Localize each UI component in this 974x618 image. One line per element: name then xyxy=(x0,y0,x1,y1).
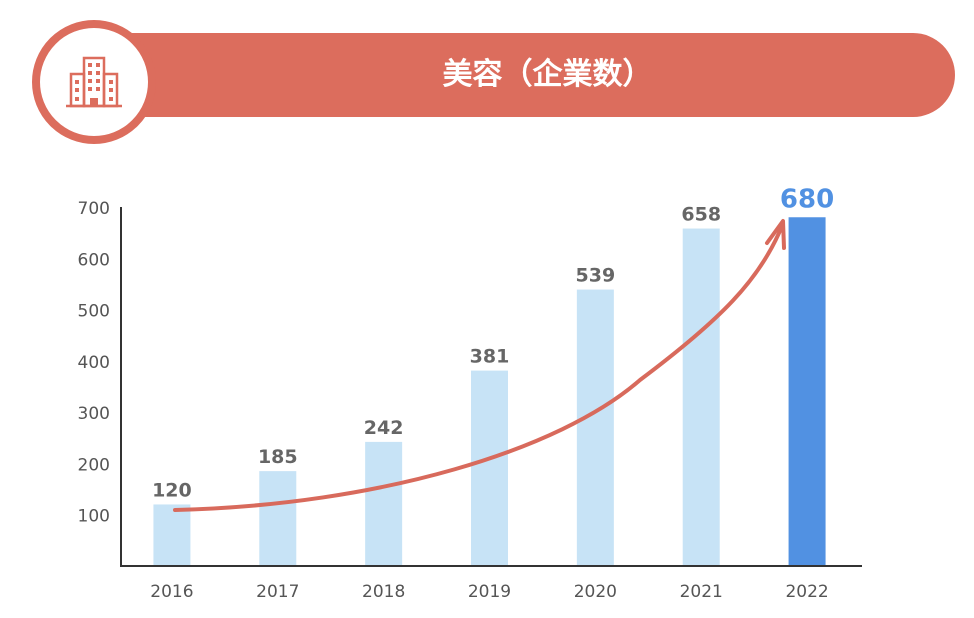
data-label: 185 xyxy=(258,446,298,468)
data-label: 539 xyxy=(576,265,616,287)
x-tick-label: 2022 xyxy=(785,582,828,602)
bar xyxy=(576,289,614,566)
x-tick-label: 2016 xyxy=(150,582,193,602)
chart-title: 美容（企業数） xyxy=(442,57,653,92)
office-building-icon xyxy=(66,56,122,108)
bar xyxy=(682,228,720,567)
bar xyxy=(259,471,297,566)
data-label: 381 xyxy=(470,346,510,368)
y-tick-label: 600 xyxy=(78,250,110,270)
x-tick-label: 2020 xyxy=(574,582,617,602)
x-tick-label: 2017 xyxy=(256,582,299,602)
data-label: 120 xyxy=(152,479,192,501)
bar xyxy=(365,441,403,566)
data-label: 680 xyxy=(780,184,834,214)
y-tick-label: 300 xyxy=(78,404,110,424)
trend-arrow xyxy=(173,224,784,512)
y-tick-label: 100 xyxy=(78,507,110,527)
data-label: 242 xyxy=(364,417,404,439)
trend-arrow-head xyxy=(765,219,786,250)
bar xyxy=(153,504,191,566)
x-tick-label: 2018 xyxy=(362,582,405,602)
bar xyxy=(471,370,508,566)
bar xyxy=(788,217,826,566)
y-tick-label: 500 xyxy=(78,302,110,322)
y-tick-label: 700 xyxy=(78,199,110,219)
icon-badge xyxy=(32,20,156,144)
y-tick-label: 200 xyxy=(78,455,110,475)
title-banner: 美容（企業数） xyxy=(120,33,955,117)
x-tick-label: 2021 xyxy=(680,582,723,602)
data-label: 658 xyxy=(681,204,721,226)
x-tick-label: 2019 xyxy=(468,582,511,602)
y-tick-label: 400 xyxy=(78,353,110,373)
